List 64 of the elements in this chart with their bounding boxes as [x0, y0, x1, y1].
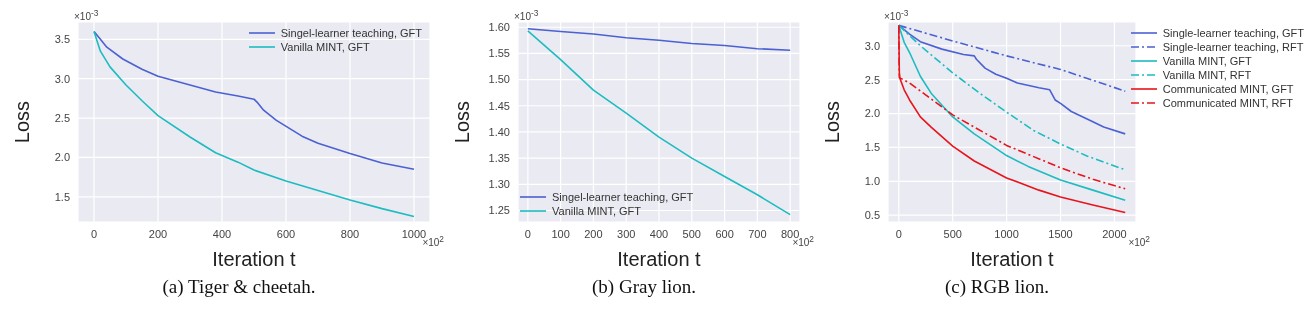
x-tick-label: 0: [90, 227, 98, 240]
x-tick-label: 100: [551, 227, 570, 240]
legend-label: Vanilla MINT, GFT: [1162, 54, 1252, 68]
x-tick-label: 1000: [994, 227, 1019, 240]
x-axis-title: Iteration t: [212, 248, 297, 270]
line-series: [527, 30, 791, 216]
legend-label: Single-learner teaching, RFT: [1162, 40, 1304, 54]
y-tick-label: 3.5: [54, 33, 70, 46]
legend-label: Singel-learner teaching, GFT: [280, 26, 422, 40]
text: (a) Tiger & cheetah.: [161, 276, 317, 298]
y-tick-label: 0.5: [864, 209, 880, 222]
legend-label: Vanilla MINT, GFT: [280, 40, 370, 54]
x-axis-title: Iteration t: [970, 248, 1055, 270]
y-tick-label: 1.25: [488, 204, 510, 217]
annotation: ×10$^{-3}$: [514, 8, 539, 23]
x-tick-label: 500: [943, 227, 962, 240]
legend-label: Singel-learner teaching, GFT: [552, 190, 694, 204]
text: (c) RGB lion.: [944, 276, 1050, 298]
y-tick-label: 1.50: [488, 73, 510, 86]
y-tick-label: 2.0: [54, 151, 70, 164]
y-tick-label: 1.40: [488, 125, 510, 138]
x-tick-label: 0: [895, 227, 902, 240]
x-tick-label: 700: [748, 227, 767, 240]
y-tick-label: 1.0: [864, 175, 880, 188]
x-tick-label: 0: [524, 227, 531, 240]
x-tick-label: 1500: [1048, 227, 1073, 240]
y-tick-label: 1.30: [488, 178, 510, 191]
x-tick-label: 600: [276, 227, 296, 240]
x-axis-title: Iteration t: [617, 248, 702, 270]
x-tick-label: 500: [682, 227, 701, 240]
y-tick-label: 2.5: [54, 111, 70, 124]
y-tick-label: 1.45: [488, 99, 510, 112]
y-tick-label: 1.5: [54, 190, 70, 203]
legend-label: Communicated MINT, RFT: [1162, 96, 1293, 110]
x-tick-label: 300: [617, 227, 636, 240]
annotation: ×10$^{-3}$: [74, 8, 99, 23]
y-tick-label: 1.55: [488, 47, 510, 60]
legend-label: Single-learner teaching, GFT: [1162, 26, 1304, 40]
x-tick-label: 800: [780, 227, 800, 240]
y-tick-label: 2.0: [864, 107, 880, 120]
annotation: ×10$^{-3}$: [884, 8, 909, 23]
y-tick-label: 3.0: [54, 72, 70, 85]
x-tick-label: 800: [340, 227, 360, 240]
y-tick-label: 1.35: [488, 152, 510, 165]
x-tick-label: 600: [715, 227, 734, 240]
y-tick-label: 2.5: [864, 73, 880, 86]
y-axis-title: Loss: [451, 100, 474, 144]
y-tick-label: 1.5: [864, 141, 880, 154]
text: ×10$^{2}$: [1128, 234, 1150, 249]
x-tick-label: 2000: [1102, 227, 1127, 240]
legend-label: Vanilla MINT, GFT: [552, 204, 642, 218]
text: (b) Gray lion.: [591, 276, 697, 298]
x-tick-label: 1000: [401, 227, 427, 240]
line-series: [527, 28, 791, 52]
y-axis-title: Loss: [11, 100, 34, 144]
x-tick-label: 200: [584, 227, 603, 240]
x-tick-label: 400: [212, 227, 232, 240]
legend-label: Vanilla MINT, RFT: [1162, 68, 1252, 82]
legend-label: Communicated MINT, GFT: [1162, 82, 1294, 96]
y-tick-label: 3.0: [864, 39, 880, 52]
y-axis-title: Loss: [821, 100, 844, 144]
x-tick-label: 200: [148, 227, 168, 240]
x-tick-label: 400: [649, 227, 669, 240]
y-tick-label: 1.60: [488, 21, 510, 34]
